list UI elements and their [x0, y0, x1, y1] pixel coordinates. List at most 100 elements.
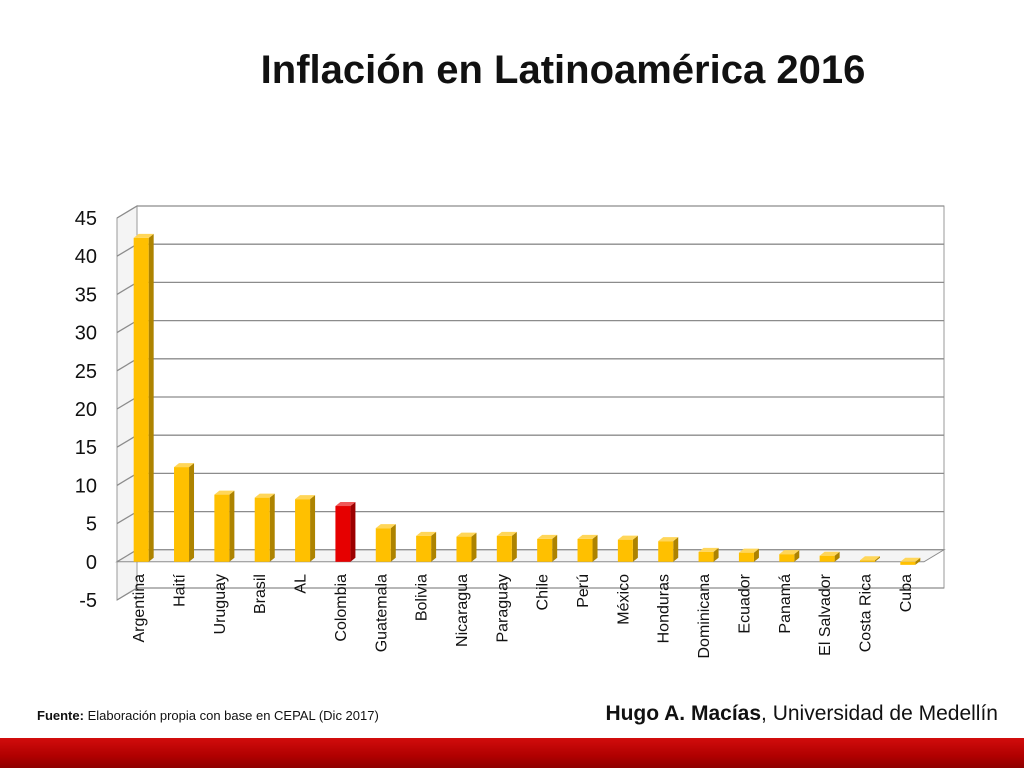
x-tick-label: Argentina [131, 574, 148, 643]
bar-top [859, 556, 880, 561]
source-text: Elaboración propia con base en CEPAL (Di… [87, 708, 379, 723]
gridline [116, 587, 944, 601]
bar-al [295, 495, 316, 562]
y-tick-label: 15 [75, 437, 97, 459]
bar-front [859, 560, 875, 562]
bar-panamá [779, 550, 800, 562]
bar-side [794, 550, 800, 562]
bar-top [496, 531, 517, 536]
x-tick-label: Chile [535, 574, 552, 611]
bar-front [456, 536, 472, 562]
bar-dominicana [698, 547, 719, 562]
bar-side [552, 534, 558, 562]
bar-side [471, 532, 477, 562]
bar-side [310, 495, 316, 562]
bar-brasil [254, 493, 275, 562]
bar-bolivia [416, 531, 437, 562]
source-note: Fuente: Elaboración propia con base en C… [37, 708, 379, 723]
y-tick-label: 20 [75, 399, 97, 421]
bar-honduras [658, 537, 679, 562]
bar-side [511, 531, 517, 562]
bar-uruguay [214, 490, 235, 562]
bar-top [416, 531, 437, 536]
y-tick-label: 25 [75, 361, 97, 383]
bar-ecuador [738, 548, 759, 562]
bar-top [779, 550, 800, 555]
bar-top [819, 551, 840, 556]
bar-top [133, 233, 154, 238]
bar-side [431, 531, 437, 562]
y-tick-label: 0 [86, 552, 97, 574]
x-tick-label: Dominicana [696, 574, 713, 659]
bar-side [269, 493, 275, 562]
y-tick-label: 5 [86, 514, 97, 536]
x-tick-label: AL [293, 574, 310, 594]
x-tick-label: Cuba [898, 574, 915, 612]
bar-side [915, 557, 921, 565]
bar-top [658, 537, 679, 542]
bar-front [335, 506, 351, 562]
footer-bar [0, 738, 1024, 768]
bar-front [496, 535, 512, 562]
bar-side [834, 551, 840, 562]
bar-top [335, 502, 356, 507]
bar-chile [537, 534, 558, 562]
bar-top [900, 557, 921, 562]
bar-top [738, 548, 759, 553]
author-name: Hugo A. Macías [605, 702, 762, 725]
bar-front [779, 554, 795, 562]
bar-front [295, 499, 311, 562]
bar-top [617, 535, 638, 540]
y-tick-label: -5 [79, 590, 97, 612]
page-title: Inflación en Latinoamérica 2016 [260, 48, 866, 92]
bar-cuba [900, 557, 921, 565]
bar-side [592, 534, 598, 562]
bar-front [900, 561, 916, 565]
bar-top [174, 463, 195, 468]
x-tick-label: Brasil [252, 574, 269, 614]
bar-side [189, 463, 195, 562]
gridline [116, 205, 944, 219]
bar-front [214, 494, 230, 562]
bar-side [350, 502, 356, 562]
bar-front [617, 539, 633, 562]
bar-top [577, 534, 598, 539]
bar-nicaragua [456, 532, 477, 562]
bar-front [577, 538, 593, 562]
inflation-bar-chart: -5 0 5 10 15 20 25 30 35 40 45 Argentina Haití Urugua… [75, 205, 946, 659]
x-tick-label: México [615, 574, 632, 625]
x-tick-label: Uruguay [212, 574, 229, 634]
x-tick-label: Bolivia [414, 574, 431, 621]
x-tick-label: Ecuador [736, 573, 753, 633]
bar-front [174, 467, 190, 562]
y-tick-label: 10 [75, 475, 97, 497]
bar-perú [577, 534, 598, 562]
y-tick-label: 35 [75, 284, 97, 306]
bar-top [537, 534, 558, 539]
bar-el-salvador [819, 551, 840, 562]
x-tick-label: Costa Rica [857, 574, 874, 652]
bar-front [537, 538, 553, 562]
bar-top [456, 532, 477, 537]
bar-costa-rica [859, 556, 880, 562]
bar-haití [174, 463, 195, 562]
bar-argentina [133, 233, 154, 562]
bar-side [632, 535, 638, 562]
y-tick-label: 30 [75, 323, 97, 345]
x-tick-label: El Salvador [817, 573, 834, 655]
bar-side [874, 556, 880, 562]
bar-top [698, 547, 719, 552]
bar-front [698, 551, 714, 562]
bar-front [254, 497, 270, 562]
bar-side [673, 537, 679, 562]
bar-front [133, 237, 149, 562]
bar-side [229, 490, 235, 562]
bar-side [390, 524, 396, 562]
bar-top [254, 493, 275, 498]
x-tick-label: Haití [172, 573, 189, 606]
bar-paraguay [496, 531, 517, 562]
bar-front [375, 528, 391, 562]
x-tick-label: Paraguay [494, 574, 511, 643]
author-affiliation: , Universidad de Medellín [761, 702, 998, 725]
x-tick-label: Guatemala [373, 574, 390, 652]
